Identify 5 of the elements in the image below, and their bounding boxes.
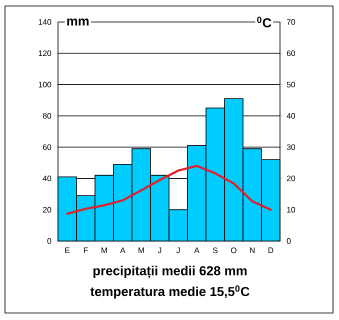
text: temperatura medie 15,5$^{0}$C xyxy=(90,285,250,299)
y2-axis-title: $^{0}$C xyxy=(257,16,272,28)
text: precipitații medii 628 mm xyxy=(93,266,247,278)
line-series xyxy=(66,164,272,215)
y-axis-title: mm xyxy=(67,18,89,26)
